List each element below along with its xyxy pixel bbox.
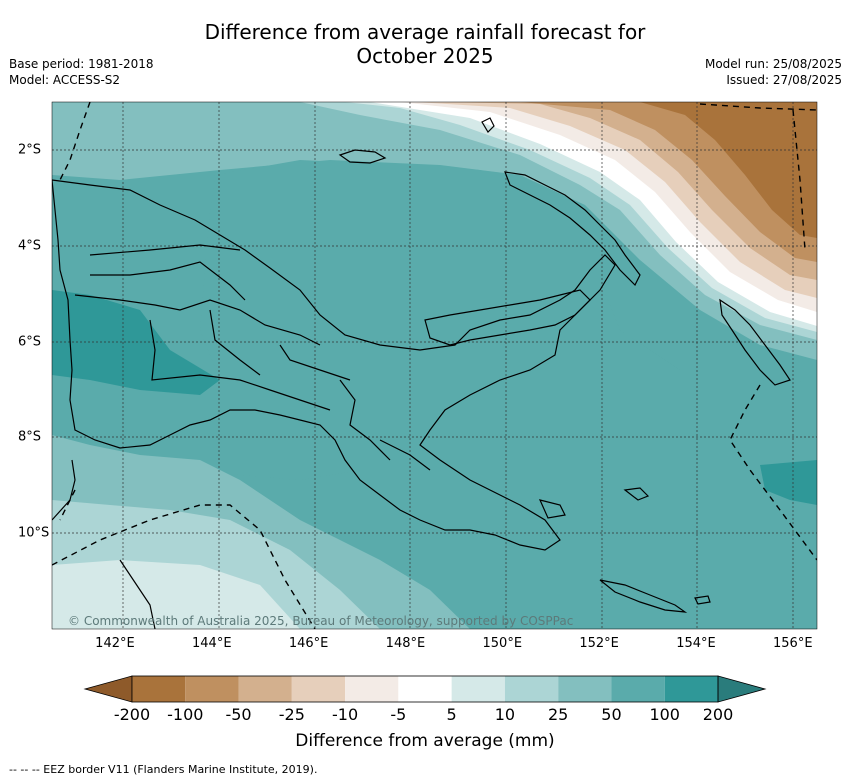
base-period-text: Base period: 1981-2018: [9, 57, 154, 71]
map-frame: [51, 101, 818, 630]
colorbar-segment: [451, 676, 505, 702]
colorbar-tick-label: -50: [225, 705, 252, 724]
gridlines: [52, 102, 817, 629]
colorbar: [83, 675, 767, 703]
colorbar-segment: [664, 676, 718, 702]
x-tick-label: 152°E: [579, 636, 619, 651]
colorbar-tick-label: 10: [494, 705, 516, 724]
colorbar-tick-label: 100: [649, 705, 680, 724]
field-100-200-west: [52, 290, 220, 395]
colorbar-segment: [611, 676, 665, 702]
y-tick-label: 4°S: [18, 238, 42, 254]
eez-borders: [52, 102, 817, 629]
colorbar-tick-label: 5: [446, 705, 457, 724]
model-run-text: Model run: 25/08/2025: [704, 57, 842, 71]
colorbar-frame: [131, 675, 719, 703]
meta-right: Model run: 25/08/2025 Issued: 27/08/2025: [705, 56, 842, 88]
colorbar-segment: [398, 676, 452, 702]
y-tick-label: 8°S: [18, 429, 42, 445]
y-tick-label: 10°S: [18, 525, 50, 541]
model-text: Model: ACCESS-S2: [9, 73, 121, 87]
colorbar-tick-label: -200: [113, 705, 151, 724]
copyright-text: © Commonwealth of Australia 2025, Bureau…: [68, 614, 574, 628]
field-100-200-east: [760, 460, 817, 505]
map-field: [52, 102, 817, 629]
colorbar-segment: [504, 676, 559, 702]
field-minus200-minus100-ne: [640, 102, 817, 238]
colorbar-tick-label: 200: [702, 705, 734, 724]
colorbar-over-arrow: [717, 675, 767, 703]
colorbar-tick-label: -25: [278, 705, 305, 724]
colorbar-segment: [132, 676, 186, 702]
meta-left: Base period: 1981-2018 Model: ACCESS-S2: [9, 56, 154, 88]
colorbar-tick-label: -100: [167, 705, 204, 724]
colorbar-segment: [238, 676, 292, 702]
colorbar-under-arrow: [83, 675, 133, 703]
colorbar-segment: [185, 676, 239, 702]
colorbar-tick-label: -5: [390, 705, 407, 724]
eez-legend-note: -- -- -- EEZ border V11 (Flanders Marine…: [9, 763, 318, 776]
colorbar-tick-label: 25: [547, 705, 569, 724]
colorbar-title: Difference from average (mm): [295, 731, 555, 751]
x-tick-label: 148°E: [385, 636, 426, 651]
x-tick-label: 150°E: [482, 636, 523, 651]
issued-text: Issued: 27/08/2025: [726, 73, 842, 87]
field-5-10-south: [52, 560, 300, 629]
colorbar-segment: [345, 676, 399, 702]
chart-title: Difference from average rainfall forecas…: [0, 20, 850, 68]
colorbar-segment: [558, 676, 612, 702]
y-tick-label: 2°S: [18, 142, 42, 158]
x-tick-label: 156°E: [773, 636, 813, 651]
y-tick-label: 6°S: [18, 334, 42, 350]
colorbar-tick-label: 50: [601, 705, 622, 724]
x-tick-label: 142°E: [95, 636, 135, 651]
x-tick-label: 146°E: [288, 636, 329, 651]
x-tick-label: 154°E: [676, 636, 716, 651]
colorbar-segment: [291, 676, 346, 702]
x-tick-label: 144°E: [192, 636, 232, 651]
coastlines: [52, 117, 791, 629]
title-line-2: October 2025: [356, 44, 494, 68]
colorbar-tick-label: -10: [332, 705, 359, 724]
title-line-1: Difference from average rainfall forecas…: [204, 20, 646, 44]
